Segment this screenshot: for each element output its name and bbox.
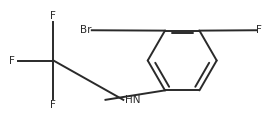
- Text: F: F: [9, 56, 15, 65]
- Text: F: F: [50, 100, 56, 110]
- Text: Br: Br: [80, 25, 92, 35]
- Text: F: F: [50, 11, 56, 21]
- Text: F: F: [256, 25, 262, 35]
- Text: HN: HN: [125, 95, 140, 105]
